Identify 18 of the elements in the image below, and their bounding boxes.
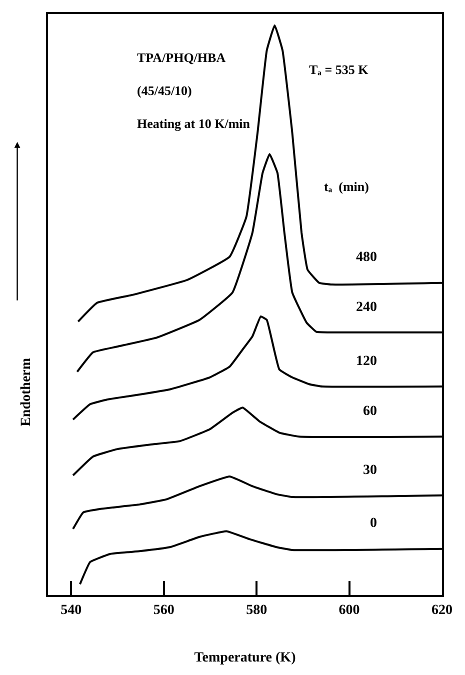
series-label: 480 — [356, 250, 377, 265]
series-label: 120 — [356, 354, 377, 369]
annotation: tₐ (min) — [324, 179, 369, 194]
annotation: Tₐ = 535 K — [309, 62, 370, 77]
series-label: 60 — [363, 404, 377, 419]
annotation: Heating at 10 K/min — [137, 116, 251, 131]
x-tick-label: 620 — [432, 602, 452, 618]
series-label: 30 — [363, 463, 377, 478]
x-tick-label: 560 — [153, 602, 174, 618]
x-tick-label: 540 — [60, 602, 82, 618]
series-label: 240 — [356, 300, 377, 315]
x-tick-label: 600 — [338, 602, 360, 618]
annotation: TPA/PHQ/HBA — [137, 50, 226, 65]
annotation: (45/45/10) — [137, 83, 192, 98]
x-tick-label: 580 — [246, 602, 268, 618]
x-axis-title: Temperature (K) — [194, 650, 296, 666]
series-label: 0 — [370, 516, 377, 531]
y-axis-title: Endotherm — [19, 358, 34, 426]
